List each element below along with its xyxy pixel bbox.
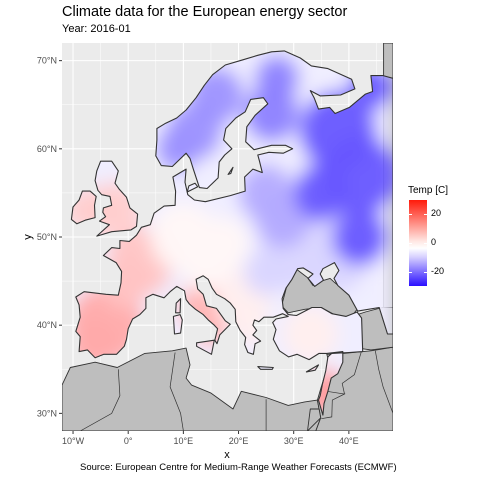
y-tick-label: 50°N [37, 232, 57, 242]
coastline-ireland [70, 190, 97, 225]
coastline-crete [257, 366, 274, 370]
x-axis-title: x [224, 449, 230, 461]
coastline-zealand [186, 182, 199, 193]
arabian-sinai-land [307, 408, 322, 431]
plot-title: Climate data for the European energy sec… [62, 4, 348, 20]
y-axis: 30°N 40°N 50°N 60°N 70°N [37, 56, 62, 418]
x-tick-label: 10°E [174, 436, 194, 446]
coastline-sardinia [172, 314, 183, 335]
x-tick-label: 30°E [284, 436, 304, 446]
x-axis: 10°W 0° 10°E 20°E 30°E 40°E [62, 431, 359, 446]
y-tick-label: 40°N [37, 320, 57, 330]
coastlines [70, 50, 393, 416]
legend-title: Temp [C] [408, 185, 449, 196]
x-tick-label: 20°E [229, 436, 249, 446]
north-africa-land [62, 347, 322, 431]
y-tick-label: 70°N [37, 56, 57, 66]
coastline-cyprus [305, 364, 320, 373]
y-tick-label: 30°N [37, 408, 57, 418]
iraq-iran-border [374, 350, 393, 414]
plot-subtitle: Year: 2016-01 [62, 23, 131, 35]
legend-tick-label: -20 [431, 265, 445, 276]
coastline-corsica [175, 298, 182, 314]
coastline-sicily [196, 339, 215, 355]
x-tick-label: 40°E [339, 436, 359, 446]
algeria-tunisia-border [169, 352, 184, 431]
coastline-britain [94, 160, 139, 237]
y-axis-title: y [22, 234, 34, 240]
legend-colorbar [409, 200, 427, 286]
plot-caption: Source: European Centre for Medium-Range… [80, 462, 397, 473]
legend-tick-label: 20 [431, 208, 442, 219]
coastline-gotland [227, 166, 234, 175]
y-tick-label: 60°N [37, 144, 57, 154]
x-tick-label: 0° [124, 436, 133, 446]
x-tick-label: 10°W [62, 436, 85, 446]
coastline-mainland [75, 50, 393, 416]
jordan-border [321, 390, 346, 420]
morocco-algeria-border [80, 369, 121, 431]
legend-tick-label: 0 [431, 237, 437, 247]
syria-iraq-border [341, 350, 362, 395]
